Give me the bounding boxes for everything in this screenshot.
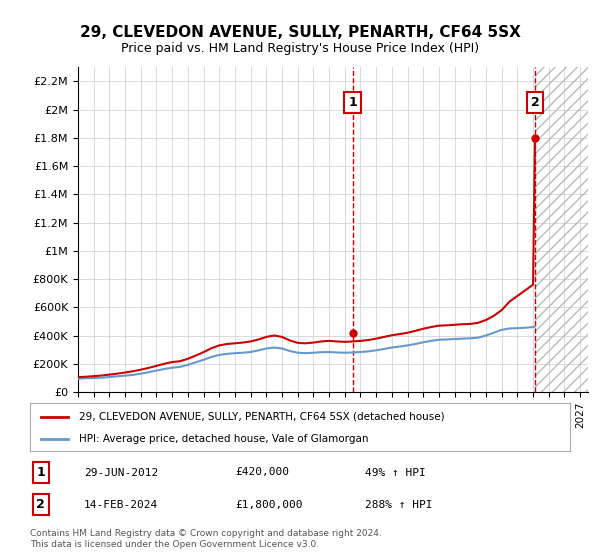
Text: 29, CLEVEDON AVENUE, SULLY, PENARTH, CF64 5SX (detached house): 29, CLEVEDON AVENUE, SULLY, PENARTH, CF6… bbox=[79, 412, 444, 422]
Text: Contains HM Land Registry data © Crown copyright and database right 2024.
This d: Contains HM Land Registry data © Crown c… bbox=[30, 529, 382, 549]
Text: 288% ↑ HPI: 288% ↑ HPI bbox=[365, 500, 432, 510]
Text: 14-FEB-2024: 14-FEB-2024 bbox=[84, 500, 158, 510]
Text: 49% ↑ HPI: 49% ↑ HPI bbox=[365, 468, 425, 478]
Bar bbox=[535, 67, 588, 392]
Bar bbox=[535, 67, 588, 392]
Text: 2: 2 bbox=[530, 96, 539, 109]
Text: £1,800,000: £1,800,000 bbox=[235, 500, 303, 510]
Text: 29, CLEVEDON AVENUE, SULLY, PENARTH, CF64 5SX: 29, CLEVEDON AVENUE, SULLY, PENARTH, CF6… bbox=[80, 25, 520, 40]
Text: 2: 2 bbox=[37, 498, 45, 511]
Text: 29-JUN-2012: 29-JUN-2012 bbox=[84, 468, 158, 478]
Text: £420,000: £420,000 bbox=[235, 468, 289, 478]
Text: 1: 1 bbox=[348, 96, 357, 109]
Text: Price paid vs. HM Land Registry's House Price Index (HPI): Price paid vs. HM Land Registry's House … bbox=[121, 42, 479, 55]
Text: HPI: Average price, detached house, Vale of Glamorgan: HPI: Average price, detached house, Vale… bbox=[79, 434, 368, 444]
Text: 1: 1 bbox=[37, 466, 45, 479]
